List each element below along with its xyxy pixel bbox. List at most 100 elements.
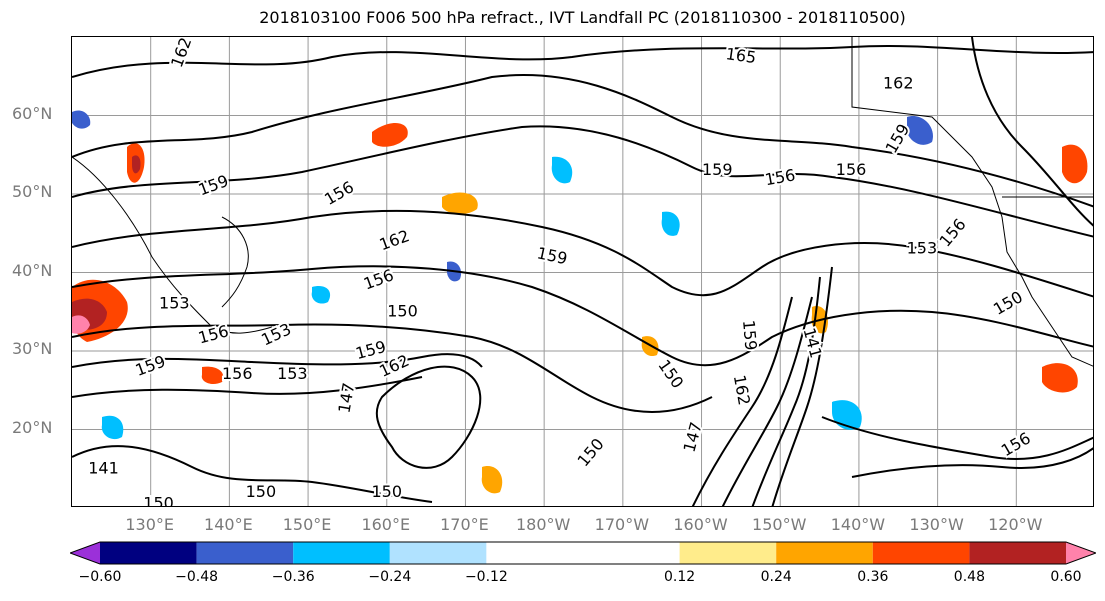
colorbar-tick-label: 0.24 [760,569,792,585]
map-panel: 165 162 162 159 156 156 159 156 162 159 156 150 153 1… [71,36,1094,507]
contour-line [821,416,1093,460]
contour-label: 165 [725,44,758,67]
contour-label: 141 [88,458,119,477]
colorbar-segment [196,542,294,564]
contour-line [771,266,833,506]
height-contours [72,37,1093,506]
coastline [851,37,1093,367]
contour-line [72,74,1093,208]
anomaly-patch [311,286,331,304]
longitude-label: 160°W [673,515,728,534]
anomaly-patch [551,156,573,184]
contour-label: 153 [907,238,938,257]
contour-line [72,265,1093,367]
colorbar-segment [100,542,197,564]
longitude-label: 150°W [752,515,807,534]
colorbar-segment [486,542,680,564]
contour-label: 159 [133,352,168,380]
colorbar-tick-label: −0.36 [271,569,315,585]
colorbar-segment [776,542,873,564]
contour-line [751,276,821,506]
anomaly-patch [1062,144,1088,184]
longitude-label: 140°E [204,515,253,534]
longitude-label: 120°W [988,515,1043,534]
contour-label: 156 [836,160,867,179]
contour-line [971,37,1093,227]
longitude-label: 140°W [830,515,886,534]
contour-line [72,209,1093,298]
contour-line [72,44,1093,78]
contour-label: 159 [354,337,388,363]
contour-label: 153 [159,293,190,312]
anomaly-patch [907,116,933,145]
colorbar-segment [969,542,1066,564]
contour-label: 159 [196,171,231,199]
colorbar-segment [70,542,100,564]
longitude-label: 150°E [282,515,332,534]
contour-line [72,376,423,398]
anomaly-patch [201,366,224,385]
map-title: 2018103100 F006 500 hPa refract., IVT La… [259,8,906,27]
colorbar-tick-label: −0.12 [464,569,508,585]
contour-label: 156 [222,364,253,383]
latitude-label: 60°N [12,103,53,123]
longitude-label: 130°W [909,515,964,534]
anomaly-patch [661,211,680,236]
contour-label: 150 [143,494,174,507]
colorbar-segment [389,542,487,564]
longitude-label: 130°E [125,515,175,534]
contour-label: 159 [739,319,761,351]
contour-label: 156 [361,265,396,293]
coastline [221,216,249,308]
contour-line [72,125,1093,238]
colorbar-tick-label: 0.48 [953,569,985,585]
latitude-label: 40°N [12,260,53,280]
contour-label: 156 [763,165,796,189]
contour-line [851,447,1093,478]
colorbar-segment [872,542,970,564]
latitude-label: 20°N [12,417,53,437]
contour-label: 162 [883,74,914,93]
contour-label: 156 [935,215,969,251]
latitude-label: 50°N [12,182,53,201]
contour-line [72,445,433,503]
colorbar-segment [1066,542,1096,564]
contour-line [721,296,813,506]
contour-line [72,323,713,413]
lat-lon-grid [72,37,1093,506]
longitude-label: 180°W [515,515,571,534]
anomaly-patch [1042,363,1078,393]
contour-label: 150 [371,482,402,501]
refractivity-anomaly-fill [72,110,1088,494]
colorbar-tick-label: −0.48 [175,569,219,585]
colorbar-tick-label: 0.60 [1050,569,1082,585]
contour-label: 150 [574,435,608,471]
colorbar-segment [679,542,777,564]
colorbar-graphic [68,541,1098,565]
anomaly-patch [132,155,141,174]
contour-label: 162 [167,37,195,70]
anomaly-patch [442,192,478,215]
contour-label: 150 [990,287,1026,319]
contour-label: 162 [377,226,412,254]
anomaly-patch [72,110,91,129]
anomaly-patch [372,122,408,147]
anomaly-patch [101,415,124,440]
anomaly-patch [72,315,90,334]
colorbar-tick-label: −0.24 [368,569,412,585]
contour-label: 156 [321,177,357,209]
latitude-label: 30°N [12,339,53,358]
colorbar-tick-label: 0.12 [664,569,696,585]
contour-label: 150 [387,301,418,320]
contour-label: 150 [246,482,277,501]
colorbar-tick-label: −0.60 [78,569,122,585]
contour-label: 159 [535,243,569,268]
colorbar [68,541,1098,569]
colorbar-segment [293,542,390,564]
longitude-label: 170°W [594,515,650,534]
colorbar-tick-label: 0.36 [857,569,889,585]
longitude-label: 170°E [440,515,489,534]
longitude-label: 160°E [361,515,411,534]
contour-line [691,296,793,506]
